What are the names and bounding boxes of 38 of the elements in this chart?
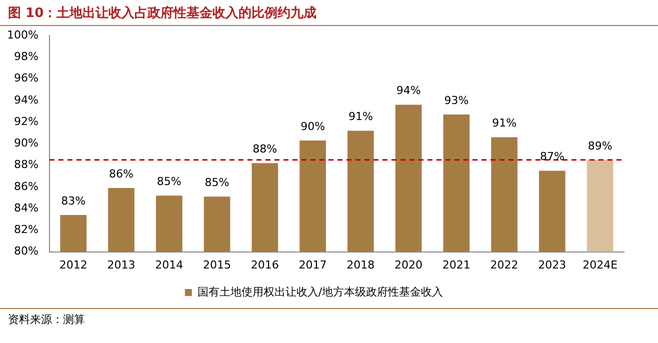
y-tick-label: 80% <box>14 244 38 258</box>
data-label: 85% <box>204 176 230 190</box>
y-tick-label: 90% <box>14 136 38 150</box>
y-tick-label: 94% <box>14 93 38 106</box>
data-label: 88% <box>252 142 278 156</box>
y-tick-label: 82% <box>14 223 38 236</box>
x-tick-label: 2020 <box>394 258 423 272</box>
chart-title: 图 10：土地出让收入占政府性基金收入的比例约九成 <box>0 0 658 26</box>
data-label: 90% <box>300 120 326 133</box>
x-tick-label: 2018 <box>346 258 375 272</box>
data-label: 89% <box>588 139 612 152</box>
x-tick-label: 2021 <box>442 258 470 272</box>
y-tick-label: 88% <box>14 158 38 172</box>
x-tick-label: 2016 <box>250 258 279 272</box>
data-label: 83% <box>61 194 86 208</box>
data-label: 86% <box>109 167 134 180</box>
x-tick-label: 2015 <box>203 258 232 272</box>
data-label: 93% <box>444 94 469 107</box>
legend-label: 国有土地使用权出让收入/地方本级政府性基金收入 <box>197 285 444 298</box>
data-label: 87% <box>540 150 564 164</box>
y-tick-label: 98% <box>14 50 38 64</box>
y-tick-label: 84% <box>14 201 38 214</box>
x-tick-label: 2013 <box>107 258 136 272</box>
x-tick-label: 2017 <box>298 258 327 272</box>
data-label: 91% <box>492 116 517 130</box>
y-tick-label: 96% <box>14 72 38 85</box>
x-tick-label: 2023 <box>538 258 566 272</box>
x-tick-label: 2022 <box>490 258 518 272</box>
y-tick-label: 92% <box>14 114 38 128</box>
data-label: 94% <box>396 84 421 98</box>
text: 资料来源：测算 <box>8 312 86 327</box>
x-tick-label: 2012 <box>59 258 88 272</box>
x-tick-label: 2024E <box>582 258 618 272</box>
data-label: 91% <box>348 110 373 124</box>
x-tick-label: 2014 <box>155 258 184 272</box>
y-tick-label: 100% <box>6 28 38 42</box>
data-label: 85% <box>156 174 182 188</box>
y-tick-label: 86% <box>14 180 38 193</box>
